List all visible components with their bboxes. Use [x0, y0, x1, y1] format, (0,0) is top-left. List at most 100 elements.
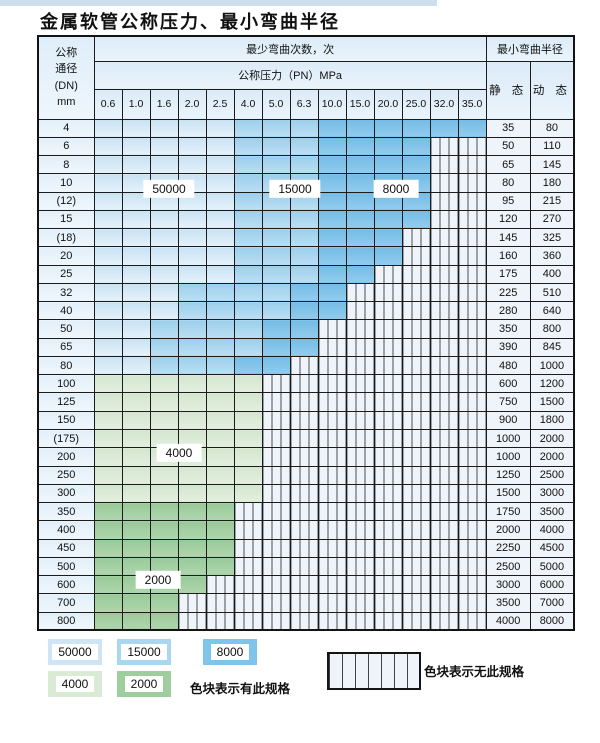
page-title: 金属软管公称压力、最小弯曲半径 [40, 12, 340, 33]
cell-spec [345, 264, 375, 284]
cell-no-spec [401, 447, 431, 467]
cell-spec [177, 301, 207, 321]
cell-no-spec [317, 337, 347, 357]
cell-spec [233, 319, 263, 339]
cell-spec [317, 173, 347, 193]
cell-spec [233, 465, 263, 485]
pressure-value-header: 0.6 [93, 88, 123, 120]
legend-value: 2000 [124, 675, 164, 693]
cell-spec [345, 136, 375, 157]
cell-no-spec [317, 447, 347, 467]
table-row: 350 1750 3500 [37, 502, 575, 522]
dynamic-radius-value: 2000 [529, 447, 575, 467]
cell-no-spec [289, 575, 319, 595]
cell-spec [93, 301, 123, 321]
cell-spec [177, 556, 207, 577]
cell-no-spec [429, 429, 459, 449]
dynamic-radius-value: 510 [529, 282, 575, 303]
cell-no-spec [233, 502, 263, 522]
cell-no-spec [457, 483, 487, 504]
cell-no-spec [261, 465, 291, 485]
cell-spec [205, 520, 235, 540]
cell-spec [93, 228, 123, 248]
cell-no-spec [457, 246, 487, 266]
cell-spec [93, 556, 123, 577]
pressure-value-header: 2.0 [177, 88, 207, 120]
cell-no-spec [373, 465, 403, 485]
cell-spec [121, 429, 151, 449]
cell-spec [205, 556, 235, 577]
cell-no-spec [429, 465, 459, 485]
legend-value: 50000 [52, 643, 98, 661]
dynamic-radius-value: 2000 [529, 429, 575, 449]
cell-spec [149, 355, 179, 376]
cell-spec [317, 191, 347, 211]
cell-spec [121, 593, 151, 613]
static-radius-value: 80 [485, 173, 531, 193]
cell-spec [205, 538, 235, 558]
cell-no-spec [289, 355, 319, 376]
cell-spec [149, 611, 179, 631]
cell-spec [205, 173, 235, 193]
static-radius-value: 1000 [485, 447, 531, 467]
cell-no-spec [373, 502, 403, 522]
cell-no-spec [429, 410, 459, 431]
table-body: 4 35 80 6 50 110 8 65 145 10 80 180 (12) 95 215 15 120 27… [37, 118, 575, 631]
cell-spec [93, 465, 123, 485]
dn-label: 700 [37, 593, 95, 613]
cell-spec [149, 392, 179, 412]
pressure-value-header: 2.5 [205, 88, 235, 120]
cell-spec [93, 447, 123, 467]
cell-spec [205, 319, 235, 339]
cell-no-spec [345, 611, 375, 631]
cell-spec [205, 337, 235, 357]
cell-spec [205, 502, 235, 522]
cell-spec [233, 155, 263, 175]
cell-no-spec [345, 374, 375, 394]
cell-spec [93, 410, 123, 431]
cell-spec [233, 173, 263, 193]
dn-label: 6 [37, 136, 95, 157]
dn-label: 80 [37, 355, 95, 376]
cell-spec [289, 319, 319, 339]
dynamic-radius-value: 1000 [529, 355, 575, 376]
cell-spec [177, 209, 207, 230]
cycles-label-8000: 8000 [373, 179, 419, 199]
cell-no-spec [289, 593, 319, 613]
cell-no-spec [457, 447, 487, 467]
dynamic-radius-value: 3000 [529, 483, 575, 504]
static-header: 静 态 [485, 60, 531, 120]
dn-label: 200 [37, 447, 95, 467]
cell-spec [149, 155, 179, 175]
cell-spec [233, 374, 263, 394]
cell-no-spec [345, 282, 375, 303]
cell-spec [93, 209, 123, 230]
cell-spec [93, 136, 123, 157]
cell-no-spec [317, 465, 347, 485]
dn-label: 300 [37, 483, 95, 504]
cell-no-spec [373, 410, 403, 431]
cell-spec [149, 209, 179, 230]
cell-spec [205, 447, 235, 467]
cell-no-spec [345, 301, 375, 321]
pressure-value-header: 1.6 [149, 88, 179, 120]
cell-spec [289, 155, 319, 175]
cell-no-spec [457, 355, 487, 376]
static-radius-value: 1500 [485, 483, 531, 504]
cell-no-spec [401, 483, 431, 504]
cell-spec [233, 118, 263, 138]
cell-no-spec [429, 447, 459, 467]
dn-label: 25 [37, 264, 95, 284]
cell-no-spec [401, 520, 431, 540]
cell-spec [121, 355, 151, 376]
cell-spec [233, 301, 263, 321]
cell-spec [345, 173, 375, 193]
dynamic-radius-value: 3500 [529, 502, 575, 522]
cell-no-spec [289, 483, 319, 504]
table-row: 20 160 360 [37, 246, 575, 266]
cell-no-spec [373, 520, 403, 540]
dynamic-radius-value: 360 [529, 246, 575, 266]
dn-label: 20 [37, 246, 95, 266]
cell-no-spec [429, 136, 459, 157]
cell-no-spec [289, 465, 319, 485]
